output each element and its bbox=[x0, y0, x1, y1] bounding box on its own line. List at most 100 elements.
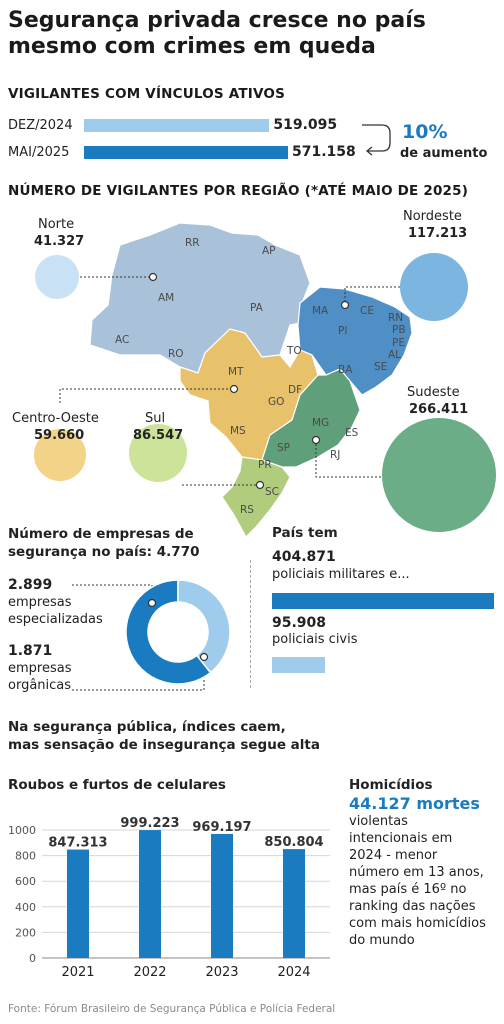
state-label-ma: MA bbox=[312, 305, 329, 317]
homicidios-text-line: violentas bbox=[349, 814, 408, 829]
region-nordeste-value: 117.213 bbox=[408, 226, 468, 241]
chart-title: Roubos e furtos de celulares bbox=[8, 777, 226, 793]
seguranca-heading-line1: Na segurança pública, índices caem, bbox=[8, 719, 286, 735]
policiais-civis-bar bbox=[272, 657, 325, 673]
state-label-ap: AP bbox=[262, 245, 276, 257]
empresas-organicas: 1.871 empresas orgânicas bbox=[8, 643, 71, 694]
homicidios-text-line: com mais homicídios bbox=[349, 916, 486, 931]
state-label-es: ES bbox=[345, 427, 359, 439]
homicidios-title: Homicídios bbox=[349, 777, 433, 793]
seguranca-heading: Na segurança pública, índices caem, mas … bbox=[8, 718, 320, 754]
state-label-mg: MG bbox=[312, 417, 330, 429]
region-sul-value: 86.547 bbox=[133, 428, 184, 443]
homicidios-text-line: do mundo bbox=[349, 933, 415, 948]
state-label-al: AL bbox=[388, 349, 402, 361]
state-label-sc: SC bbox=[265, 486, 279, 498]
state-label-am: AM bbox=[158, 292, 175, 304]
increase-percent: 10% bbox=[402, 121, 448, 143]
policiais-militares-bar bbox=[272, 593, 494, 609]
homicidios-text: violentas intencionais em 2024 - menor núme… bbox=[349, 813, 486, 949]
state-label-df: DF bbox=[288, 384, 303, 396]
chart-ytick-label: 800 bbox=[15, 850, 36, 863]
chart-xtick-label-2023: 2023 bbox=[205, 965, 238, 980]
homicidios-text-line: 2024 - menor bbox=[349, 848, 438, 863]
policiais-militares-value: 404.871 bbox=[272, 549, 336, 565]
page-title: Segurança privada cresce no país mesmo c… bbox=[8, 8, 426, 59]
chart-xtick-label-2022: 2022 bbox=[133, 965, 166, 980]
policiais-civis-label: policiais civis bbox=[272, 632, 358, 647]
homicidios-text-line: intencionais em bbox=[349, 831, 453, 846]
chart-ytick-label: 1000 bbox=[8, 824, 36, 837]
chart-ytick-label: 0 bbox=[29, 952, 36, 965]
vigilantes-heading: VIGILANTES COM VÍNCULOS ATIVOS bbox=[8, 86, 285, 102]
empresas-especializadas: 2.899 empresas especializadas bbox=[8, 577, 103, 628]
empresas-especializadas-line2: especializadas bbox=[8, 612, 103, 627]
vigilantes-value-dez: 519.095 bbox=[273, 117, 338, 133]
seguranca-heading-line2: mas sensação de insegurança segue alta bbox=[8, 737, 320, 753]
homicidios-text-line: número em 13 anos, bbox=[349, 865, 484, 880]
chart-ytick-label: 400 bbox=[15, 901, 36, 914]
empresas-heading-line1: Número de empresas de bbox=[8, 526, 194, 542]
vigilantes-bar-mai bbox=[84, 146, 288, 159]
homicidios-highlight: 44.127 mortes bbox=[349, 794, 480, 813]
region-sudeste-value: 266.411 bbox=[409, 402, 469, 417]
chart-bar-2024 bbox=[283, 849, 305, 958]
empresas-heading-line2: segurança no país: 4.770 bbox=[8, 544, 200, 560]
empresas-organicas-line2: orgânicas bbox=[8, 678, 72, 693]
state-label-rs: RS bbox=[240, 504, 254, 516]
region-centro-oeste-value: 59.660 bbox=[34, 428, 85, 443]
chart-bar-2021 bbox=[67, 849, 89, 958]
region-nordeste-name: Nordeste bbox=[403, 209, 462, 224]
bubble-sul bbox=[129, 424, 187, 482]
state-label-ro: RO bbox=[168, 348, 184, 360]
policiais-heading: País tem bbox=[272, 525, 338, 541]
state-label-sp: SP bbox=[277, 442, 290, 454]
state-label-pb: PB bbox=[392, 324, 406, 336]
chart-ytick-label: 200 bbox=[15, 926, 36, 939]
chart-ytick-label: 600 bbox=[15, 875, 36, 888]
state-label-rr: RR bbox=[185, 237, 200, 249]
chart-data-label-2022: 999.223 bbox=[120, 816, 179, 831]
empresas-especializadas-value: 2.899 bbox=[8, 577, 53, 593]
empresas-donut bbox=[72, 579, 231, 691]
bubble-nordeste bbox=[400, 253, 468, 321]
state-label-ms: MS bbox=[230, 425, 246, 437]
region-norte-name: Norte bbox=[38, 217, 75, 232]
increase-label: de aumento bbox=[400, 146, 488, 161]
state-label-mt: MT bbox=[228, 366, 244, 378]
region-norte-value: 41.327 bbox=[34, 234, 85, 249]
region-bubbles bbox=[34, 253, 496, 532]
empresas-organicas-value: 1.871 bbox=[8, 643, 53, 659]
policiais-civis-value: 95.908 bbox=[272, 615, 327, 631]
state-label-pe: PE bbox=[392, 337, 405, 349]
homicidios-text-line: ranking das nações bbox=[349, 899, 476, 914]
state-label-ce: CE bbox=[360, 305, 374, 317]
section-divider bbox=[250, 560, 251, 688]
region-centro-oeste-name: Centro-Oeste bbox=[12, 411, 99, 426]
region-sudeste-name: Sudeste bbox=[407, 385, 460, 400]
empresas-organicas-line1: empresas bbox=[8, 661, 72, 676]
chart-data-label-2021: 847.313 bbox=[48, 836, 107, 851]
chart-xtick-label-2021: 2021 bbox=[61, 965, 94, 980]
chart-xtick-label-2024: 2024 bbox=[277, 965, 310, 980]
empresas-heading: Número de empresas de segurança no país:… bbox=[8, 525, 199, 561]
increase-arrow-icon bbox=[362, 124, 391, 156]
region-sul-name: Sul bbox=[145, 411, 166, 426]
policiais-militares-label: policiais militares e... bbox=[272, 567, 410, 582]
homicidios-text-line: mas país é 16º no bbox=[349, 882, 467, 897]
vigilantes-value-mai: 571.158 bbox=[292, 144, 356, 160]
state-label-ba: BA bbox=[338, 364, 353, 376]
state-label-rj: RJ bbox=[330, 449, 341, 461]
state-label-to: TO bbox=[287, 345, 302, 357]
donut-slice-organicas bbox=[177, 579, 231, 674]
vigilantes-row-label-mai: MAI/2025 bbox=[8, 145, 70, 160]
bubble-sudeste bbox=[382, 418, 496, 532]
state-label-ac: AC bbox=[115, 334, 130, 346]
vigilantes-row-label-dez: DEZ/2024 bbox=[8, 118, 73, 133]
state-label-pa: PA bbox=[250, 302, 263, 314]
regioes-heading: NÚMERO DE VIGILANTES POR REGIÃO (*ATÉ MA… bbox=[8, 183, 469, 199]
state-label-se: SE bbox=[374, 361, 388, 373]
map-region-sul bbox=[221, 456, 291, 538]
source-note: Fonte: Fórum Brasileiro de Segurança Púb… bbox=[8, 1003, 336, 1015]
empresas-especializadas-line1: empresas bbox=[8, 595, 72, 610]
